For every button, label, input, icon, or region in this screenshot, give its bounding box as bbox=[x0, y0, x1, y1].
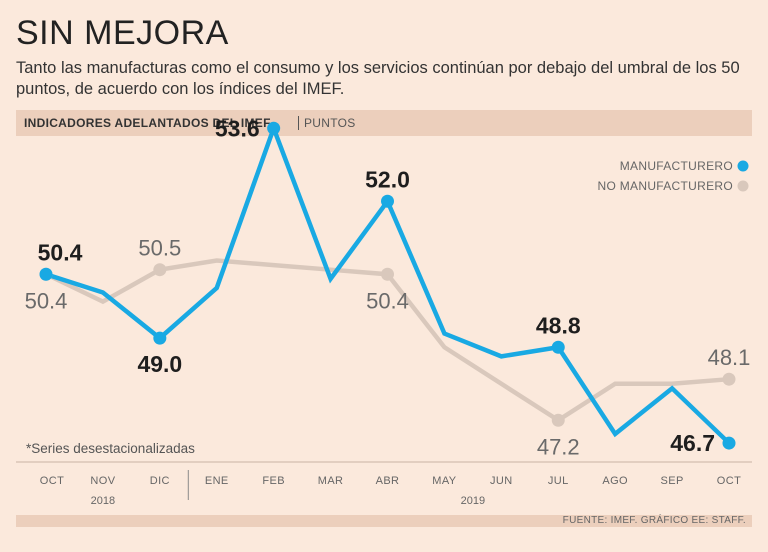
data-label: 53.6 bbox=[215, 115, 260, 141]
data-point-no-manufacturero bbox=[551, 413, 565, 427]
legend-label: NO MANUFACTURERO bbox=[598, 179, 733, 193]
x-tick-label: OCT bbox=[40, 475, 64, 487]
footer-band: FUENTE: IMEF. GRÁFICO EE: STAFF. bbox=[16, 515, 752, 527]
x-tick-label: SEP bbox=[660, 475, 683, 487]
chart-header-label: INDICADORES ADELANTADOS DEL IMEF bbox=[24, 116, 271, 130]
data-point-manufacturero bbox=[267, 121, 281, 135]
data-point-manufacturero bbox=[153, 331, 167, 345]
data-point-no-manufacturero bbox=[722, 372, 736, 386]
data-label: 46.7 bbox=[670, 430, 715, 456]
x-tick-label: JUN bbox=[490, 475, 513, 487]
data-point-no-manufacturero bbox=[153, 263, 167, 277]
year-label: 2019 bbox=[461, 495, 485, 507]
data-label: 47.2 bbox=[537, 434, 580, 459]
data-label: 48.8 bbox=[536, 312, 581, 338]
x-tick-label: DIC bbox=[150, 475, 170, 487]
data-label: 50.4 bbox=[366, 288, 409, 313]
data-label: 49.0 bbox=[137, 351, 182, 377]
x-tick-label: ABR bbox=[376, 475, 400, 487]
year-label: 2018 bbox=[91, 495, 115, 507]
legend-label: MANUFACTURERO bbox=[620, 159, 733, 173]
x-tick-label: MAY bbox=[432, 475, 456, 487]
chart-subtitle: Tanto las manufacturas como el consumo y… bbox=[16, 59, 740, 98]
data-point-no-manufacturero bbox=[381, 267, 394, 281]
data-label: 50.4 bbox=[38, 239, 83, 265]
data-label: 48.1 bbox=[708, 345, 751, 370]
source-credit: FUENTE: IMEF. GRÁFICO EE: STAFF. bbox=[562, 515, 746, 526]
data-point-manufacturero bbox=[551, 340, 565, 354]
data-label: 50.5 bbox=[138, 236, 181, 261]
data-point-manufacturero bbox=[722, 436, 736, 450]
x-tick-label: JUL bbox=[548, 475, 569, 487]
chart-note: *Series desestacionalizadas bbox=[26, 441, 195, 456]
x-tick-label: FEB bbox=[262, 475, 285, 487]
legend-marker-manufacturero bbox=[737, 160, 749, 172]
data-label: 52.0 bbox=[365, 166, 410, 192]
chart-header-units: PUNTOS bbox=[298, 116, 356, 130]
legend-marker-no-manufacturero bbox=[737, 180, 749, 192]
chart-header-band: INDICADORES ADELANTADOS DEL IMEF PUNTOS bbox=[16, 110, 752, 136]
data-point-manufacturero bbox=[39, 267, 53, 281]
x-tick-label: OCT bbox=[717, 475, 741, 487]
x-tick-label: NOV bbox=[90, 475, 115, 487]
series-line-no-manufacturero bbox=[43, 258, 732, 423]
x-tick-label: ENE bbox=[205, 475, 229, 487]
data-point-manufacturero bbox=[381, 194, 394, 208]
x-tick-label: MAR bbox=[318, 475, 344, 487]
x-tick-label: AGO bbox=[602, 475, 628, 487]
data-label: 50.4 bbox=[25, 288, 68, 313]
chart-title: SIN MEJORA bbox=[16, 14, 229, 52]
